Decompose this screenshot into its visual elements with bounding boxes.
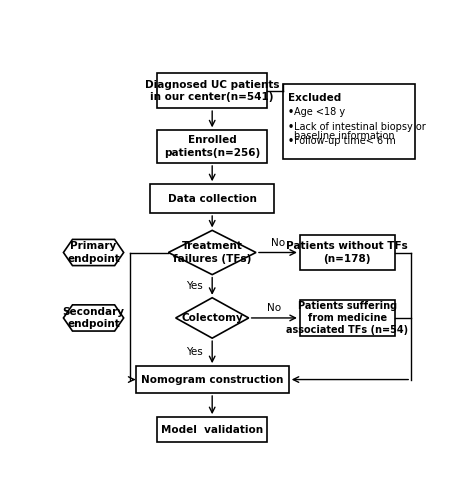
Text: Nomogram construction: Nomogram construction xyxy=(141,374,284,384)
Text: Patients without TFs
(n=178): Patients without TFs (n=178) xyxy=(286,242,408,264)
Text: •: • xyxy=(288,122,294,132)
Text: Colectomy: Colectomy xyxy=(181,313,243,323)
FancyBboxPatch shape xyxy=(300,235,395,270)
FancyBboxPatch shape xyxy=(157,130,267,163)
Polygon shape xyxy=(176,298,249,338)
Polygon shape xyxy=(64,240,124,266)
FancyBboxPatch shape xyxy=(284,84,415,159)
FancyBboxPatch shape xyxy=(300,300,395,336)
Text: Lack of intestinal biopsy or: Lack of intestinal biopsy or xyxy=(294,122,426,132)
Text: Follow-up time< 6 m: Follow-up time< 6 m xyxy=(294,136,396,146)
FancyBboxPatch shape xyxy=(157,74,267,108)
Text: No: No xyxy=(271,238,285,248)
Text: No: No xyxy=(267,304,281,314)
Text: Yes: Yes xyxy=(187,281,203,291)
FancyBboxPatch shape xyxy=(136,366,289,393)
Polygon shape xyxy=(64,305,124,331)
Text: baseline information: baseline information xyxy=(294,132,395,141)
Text: Model  validation: Model validation xyxy=(161,424,263,434)
Text: •: • xyxy=(288,107,294,117)
FancyBboxPatch shape xyxy=(157,417,267,442)
Text: Age <18 y: Age <18 y xyxy=(294,107,345,117)
Polygon shape xyxy=(169,230,256,274)
Text: Patients suffering
from medicine
associated TFs (n=54): Patients suffering from medicine associa… xyxy=(286,300,408,336)
Text: Data collection: Data collection xyxy=(168,194,257,203)
Text: Enrolled
patients(n=256): Enrolled patients(n=256) xyxy=(164,136,260,158)
Text: Secondary
endpoint: Secondary endpoint xyxy=(63,306,124,329)
Text: Diagnosed UC patients
in our center(n=541): Diagnosed UC patients in our center(n=54… xyxy=(145,80,279,102)
Text: Yes: Yes xyxy=(187,347,203,357)
Text: Excluded: Excluded xyxy=(288,92,341,102)
FancyBboxPatch shape xyxy=(150,184,274,213)
Text: Primary
endpoint: Primary endpoint xyxy=(67,242,120,264)
Text: Treatment
failures (TFs): Treatment failures (TFs) xyxy=(173,242,252,264)
Text: •: • xyxy=(288,136,294,146)
